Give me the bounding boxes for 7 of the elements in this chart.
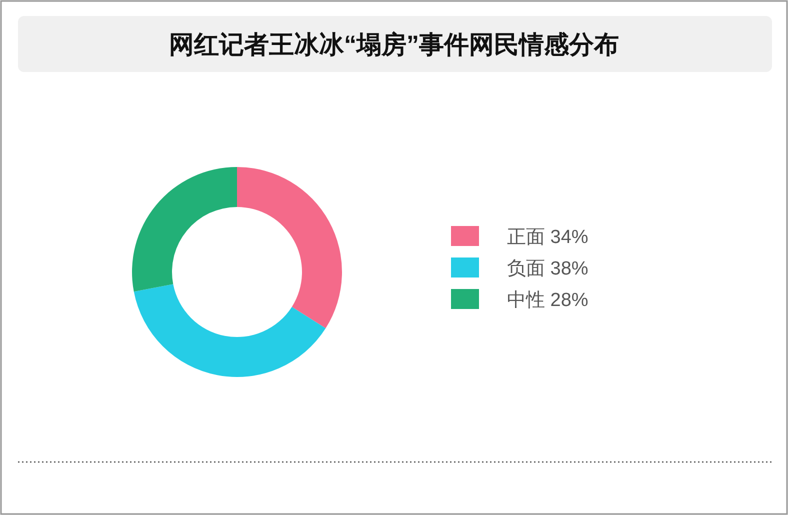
donut-slice: [237, 167, 342, 328]
legend-label: 正面 34%: [507, 227, 588, 248]
legend-label: 中性 28%: [507, 290, 588, 311]
legend-label: 负面 38%: [507, 258, 588, 280]
chart-title: 网红记者王冰冰“塌房”事件网民情感分布: [169, 31, 619, 59]
donut-slice: [134, 284, 326, 377]
donut-slice: [132, 167, 237, 292]
